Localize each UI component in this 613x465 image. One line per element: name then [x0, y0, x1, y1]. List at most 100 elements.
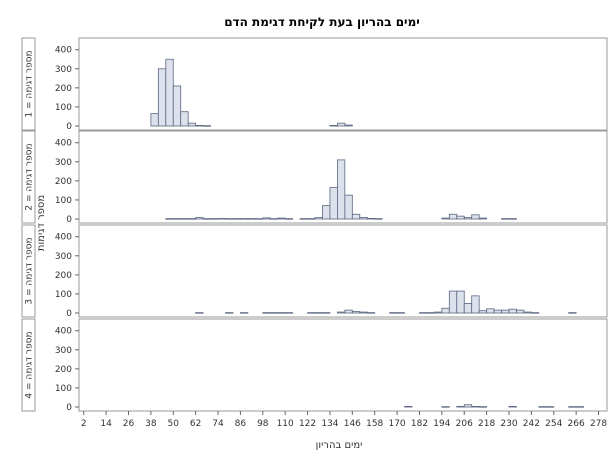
y-axis-title: מספר דגימות	[36, 195, 47, 251]
y-tick-label: 300	[55, 158, 72, 168]
y-tick-label: 200	[55, 84, 72, 94]
panel-strip-label: מספר דגימה = 1	[25, 50, 35, 117]
histogram-bar	[419, 312, 428, 314]
histogram-bar	[351, 311, 361, 314]
histogram-bar	[172, 85, 182, 127]
x-tick-label: 194	[433, 419, 450, 429]
histogram-bar	[254, 218, 264, 220]
x-tick-label: 266	[568, 419, 585, 429]
x-tick-label: 62	[190, 419, 201, 429]
histogram-bar	[187, 218, 197, 220]
histogram-bar	[508, 218, 517, 220]
y-tick-label: 100	[55, 103, 72, 113]
histogram-bar	[359, 217, 368, 220]
histogram-bar	[187, 122, 197, 127]
x-tick-label: 110	[277, 419, 294, 429]
histogram-bar	[508, 308, 517, 314]
histogram-bar	[269, 218, 279, 220]
histogram-bar	[284, 218, 294, 220]
histogram-bar	[240, 218, 249, 220]
histogram-bar	[374, 218, 383, 220]
panel-strip-label: מספר דגימה = 3	[25, 237, 35, 304]
histogram-bar	[471, 214, 480, 220]
y-tick-label: 0	[66, 122, 72, 132]
histogram-bar	[478, 406, 488, 408]
histogram-bar	[441, 307, 450, 314]
x-axis-title: ימים בהריון	[316, 440, 363, 451]
histogram-bar	[344, 194, 353, 220]
histogram-bar	[501, 218, 510, 220]
panel-1: מספר דגימה = 1 0 100 200 300 400	[21, 37, 608, 132]
histogram-bar	[463, 217, 473, 220]
histogram-bar	[210, 218, 219, 220]
y-tick-label: 200	[55, 271, 72, 281]
histogram-bar	[478, 310, 488, 314]
y-tick-label: 400	[55, 233, 72, 243]
panel-strip-label: מספר דגימה = 4	[25, 331, 35, 398]
histogram-bar	[441, 217, 450, 220]
panel-frame	[78, 224, 608, 318]
histogram-bar	[195, 125, 204, 127]
histogram-bar	[337, 122, 346, 127]
histogram-bar	[299, 218, 308, 220]
histogram-bar	[448, 290, 458, 314]
x-tick-label: 98	[257, 419, 269, 429]
histogram-bar	[307, 218, 316, 220]
histogram-bar	[463, 404, 473, 408]
histogram-bar	[508, 406, 517, 408]
x-tick-label: 230	[500, 419, 517, 429]
histogram-bar	[568, 406, 577, 408]
panel-strip	[21, 130, 36, 224]
histogram-bar	[396, 312, 405, 314]
x-tick-label: 206	[456, 419, 473, 429]
histogram-bar	[269, 312, 279, 314]
histogram-bar	[277, 312, 286, 314]
histogram-bar	[538, 406, 547, 408]
y-tick-label: 0	[66, 215, 72, 225]
histogram-bar	[441, 406, 450, 408]
y-tick-label: 0	[66, 309, 72, 319]
panel-frame	[78, 318, 608, 412]
histogram-bar	[463, 303, 473, 314]
histogram-bar	[344, 309, 353, 314]
histogram-bar	[225, 312, 234, 314]
histogram-bar	[456, 215, 465, 220]
panel-4: מספר דגימה = 4 0 100 200 300 400	[21, 318, 608, 413]
histogram-bar	[262, 312, 271, 314]
histogram-bar	[426, 312, 435, 314]
panel-2: מספר דגימה = 2 0 100 200 300 400	[21, 130, 608, 225]
histogram-bar	[165, 218, 174, 220]
x-tick-label: 38	[145, 419, 157, 429]
histogram-bar	[202, 125, 211, 127]
chart-title: ימים בהריון בעת לקיחת דגימת הדם	[224, 15, 420, 29]
x-tick-label: 86	[235, 419, 247, 429]
histogram-bar	[172, 218, 182, 220]
histogram-bar	[284, 312, 294, 314]
y-tick-label: 400	[55, 327, 72, 337]
y-tick-label: 100	[55, 384, 72, 394]
x-tick-label: 2	[81, 419, 87, 429]
histogram-bar	[329, 187, 338, 220]
x-tick-label: 242	[523, 419, 540, 429]
y-tick-label: 0	[66, 403, 72, 413]
y-tick-label: 300	[55, 252, 72, 262]
y-tick-label: 200	[55, 365, 72, 375]
x-tick-label: 278	[590, 419, 607, 429]
histogram-bar	[448, 213, 458, 220]
x-tick-label: 50	[168, 419, 180, 429]
y-tick-label: 300	[55, 346, 72, 356]
x-tick-label: 170	[388, 419, 405, 429]
histogram-bar	[568, 312, 577, 314]
x-tick-label: 26	[123, 419, 135, 429]
histogram-bar	[307, 312, 316, 314]
histogram-bar	[471, 295, 480, 314]
x-tick-label: 14	[100, 419, 112, 429]
histogram-bar	[157, 68, 167, 127]
histogram-bar	[322, 312, 331, 314]
histogram-bar	[501, 309, 510, 314]
histogram-bar	[247, 218, 256, 220]
histogram-bar	[195, 217, 204, 220]
histogram-bar	[545, 406, 555, 408]
